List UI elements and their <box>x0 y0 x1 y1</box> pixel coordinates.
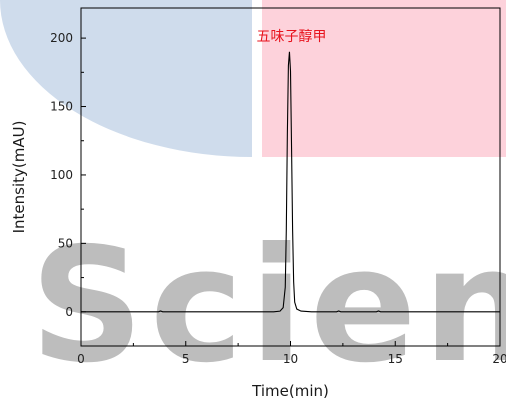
x-tick-label: 5 <box>182 352 190 366</box>
x-tick-label: 20 <box>492 352 506 366</box>
y-tick-label: 100 <box>50 168 73 182</box>
watermark-blue-block <box>0 0 252 157</box>
chromatogram-series-line <box>81 51 500 313</box>
x-tick-label: 15 <box>388 352 403 366</box>
x-axis-ticks: 0 5 10 15 20 <box>77 341 506 366</box>
x-tick-label: 10 <box>283 352 298 366</box>
y-axis-ticks: 0 50 100 150 200 <box>50 31 86 319</box>
y-axis-title: Intensity(mAU) <box>10 121 28 234</box>
watermark-pink-block <box>262 0 506 157</box>
y-tick-label: 150 <box>50 100 73 114</box>
peak-annotation: 五味子醇甲 <box>257 28 327 45</box>
x-tick-label: 0 <box>77 352 85 366</box>
watermark-letters: Scienc <box>30 214 506 398</box>
y-tick-label: 50 <box>58 236 73 250</box>
y-tick-label: 200 <box>50 31 73 45</box>
y-tick-label: 0 <box>65 305 73 319</box>
x-axis-title: Time(min) <box>251 382 329 400</box>
